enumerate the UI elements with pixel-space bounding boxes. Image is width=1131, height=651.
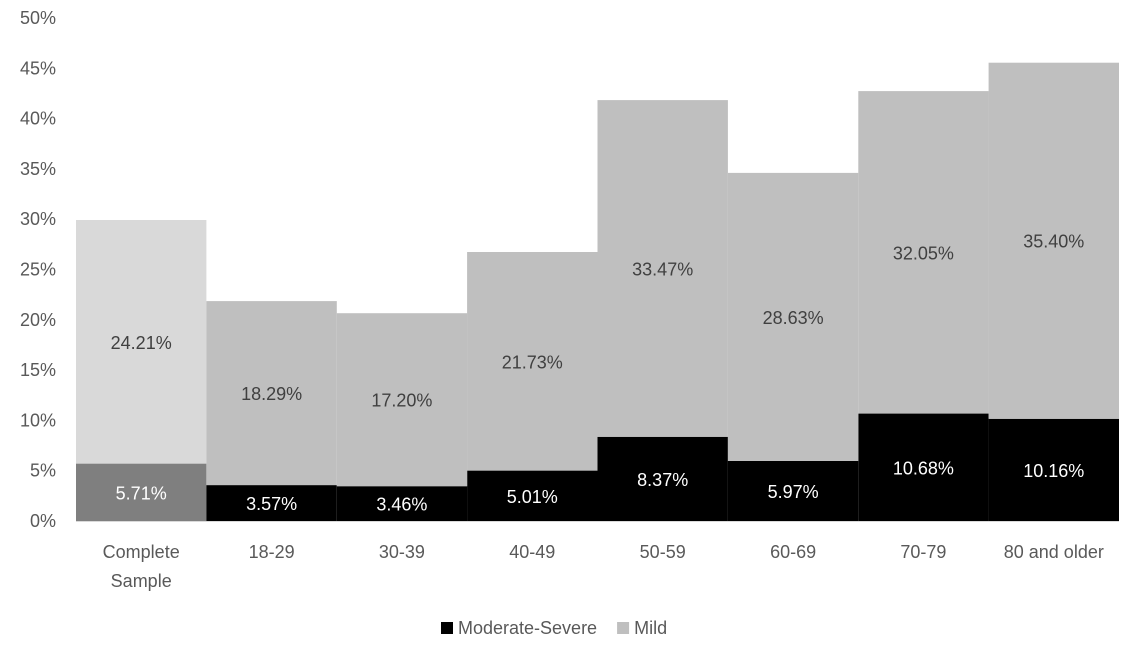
- bar-segment-moderate-severe: [858, 413, 989, 521]
- legend-label: Mild: [634, 618, 667, 638]
- bar-segment-moderate-severe: [597, 436, 728, 521]
- bar-segment-mild: [336, 313, 468, 487]
- bar-segment-moderate-severe: [727, 460, 859, 521]
- bar-segment-mild: [467, 252, 598, 471]
- legend: Moderate-Severe Mild: [441, 618, 667, 638]
- data-label: 24.21%: [111, 333, 172, 353]
- y-tick-label: 30%: [20, 209, 56, 229]
- legend-swatch: [617, 622, 630, 634]
- data-label: 10.68%: [893, 458, 954, 478]
- bar-segment-moderate-severe: [206, 485, 337, 521]
- data-label: 3.57%: [246, 494, 297, 514]
- y-tick-label: 5%: [30, 461, 56, 481]
- legend-swatch: [441, 622, 453, 634]
- data-label: 17.20%: [371, 391, 432, 411]
- data-label: 8.37%: [637, 470, 688, 490]
- x-axis: Complete Sample 18-29 30-39 40-49 50-59 60-69 7…: [76, 521, 1119, 591]
- y-tick-label: 15%: [20, 360, 56, 380]
- y-tick-label: 10%: [20, 410, 56, 430]
- y-tick-label: 20%: [20, 310, 56, 330]
- data-label: 18.29%: [241, 384, 302, 404]
- x-tick-label: 80 and older: [1004, 542, 1104, 562]
- x-tick-label: 18-29: [249, 542, 295, 562]
- bar-segment-mild: [206, 301, 337, 486]
- bar-segment-moderate-severe: [988, 418, 1119, 521]
- data-label: 5.97%: [768, 482, 819, 502]
- data-label: 32.05%: [893, 243, 954, 263]
- bar-segment-moderate-severe: [467, 470, 598, 521]
- x-tick-label: Complete Sample: [103, 542, 180, 591]
- bar-segment-moderate-severe: [336, 486, 468, 521]
- data-label: 35.40%: [1023, 232, 1084, 252]
- y-tick-label: 50%: [20, 8, 56, 28]
- x-tick-label: 30-39: [379, 542, 425, 562]
- data-label: 5.71%: [116, 483, 167, 503]
- x-tick-label: 60-69: [770, 542, 816, 562]
- data-label: 10.16%: [1023, 461, 1084, 481]
- data-label: 5.01%: [507, 487, 558, 507]
- y-tick-label: 35%: [20, 159, 56, 179]
- x-tick-label: 40-49: [509, 542, 555, 562]
- data-label: 21.73%: [502, 352, 563, 372]
- legend-label: Moderate-Severe: [458, 618, 597, 638]
- x-tick-label: 70-79: [900, 542, 946, 562]
- bar-segment-mild: [76, 220, 207, 464]
- bar-segment-mild: [988, 62, 1119, 419]
- bar-segment-mild: [858, 91, 989, 414]
- data-label: 33.47%: [632, 259, 693, 279]
- x-tick-label: 50-59: [640, 542, 686, 562]
- y-tick-label: 25%: [20, 260, 56, 280]
- data-label: 3.46%: [376, 495, 427, 515]
- bar-segment-mild: [597, 100, 728, 437]
- data-label: 28.63%: [763, 308, 824, 328]
- y-tick-label: 45%: [20, 58, 56, 78]
- y-axis: 0% 5% 10% 15% 20% 25% 30% 35% 40% 45% 50%: [20, 8, 56, 531]
- y-tick-label: 0%: [30, 511, 56, 531]
- bar-segment-moderate-severe: [76, 463, 207, 521]
- y-tick-label: 40%: [20, 109, 56, 129]
- bars-group: 5.71% 3.57% 3.46% 5.01% 8.37% 5.97% 10.68% 10.1…: [76, 62, 1119, 521]
- bar-segment-mild: [727, 172, 859, 461]
